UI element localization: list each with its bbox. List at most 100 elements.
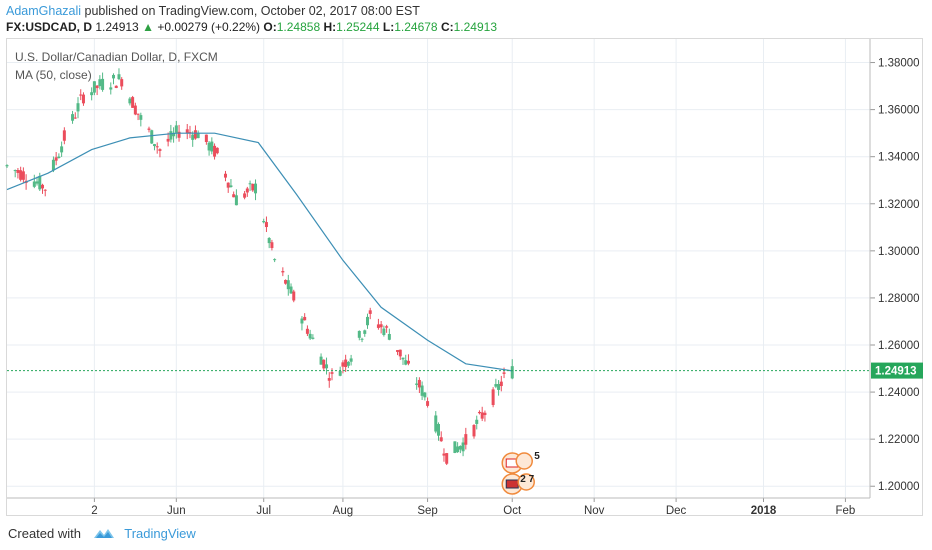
chart-frame bbox=[6, 38, 923, 516]
candle-body bbox=[51, 159, 55, 171]
candle-body bbox=[229, 185, 233, 188]
event-count-label: 2 7 bbox=[520, 474, 534, 485]
candle-body bbox=[475, 419, 479, 424]
symbol-line: FX:USDCAD, D 1.24913 ▲ +0.00279 (+0.22%)… bbox=[6, 20, 497, 34]
candle-body bbox=[71, 114, 75, 121]
candle-body bbox=[499, 381, 503, 387]
candle-body bbox=[243, 193, 247, 198]
candle-body bbox=[325, 364, 329, 369]
candle-body bbox=[158, 149, 162, 151]
candle-body bbox=[177, 131, 181, 138]
candle-body bbox=[38, 175, 42, 190]
author-link[interactable]: AdamGhazali bbox=[6, 4, 82, 18]
x-tick-label: Oct bbox=[503, 505, 522, 517]
candle-body bbox=[445, 453, 449, 464]
tradingview-logo-icon[interactable] bbox=[93, 526, 115, 543]
ma-line bbox=[6, 132, 513, 372]
candle-body bbox=[308, 333, 312, 339]
publish-line: AdamGhazali published on TradingView.com… bbox=[6, 4, 420, 18]
candle-body bbox=[155, 146, 159, 148]
y-tick-label: 1.30000 bbox=[878, 246, 920, 258]
candle-body bbox=[79, 94, 83, 96]
candle-body bbox=[90, 92, 94, 96]
candle-body bbox=[147, 128, 151, 130]
canada-event-badge[interactable]: 5 bbox=[501, 451, 540, 474]
y-tick-label: 1.26000 bbox=[878, 340, 920, 352]
candle-body bbox=[401, 357, 405, 360]
candle-body bbox=[112, 74, 116, 79]
candle-body bbox=[344, 359, 348, 368]
candle-body bbox=[349, 358, 353, 362]
candle-body bbox=[284, 279, 288, 284]
x-tick-label: Dec bbox=[666, 505, 687, 517]
candle-body bbox=[114, 85, 118, 88]
candle-body bbox=[365, 316, 369, 326]
candle-body bbox=[510, 366, 514, 379]
candle-body bbox=[133, 105, 137, 115]
candle-body bbox=[248, 183, 252, 185]
candle-body bbox=[341, 362, 345, 367]
candle-body bbox=[453, 441, 457, 453]
candle-body bbox=[368, 310, 372, 314]
candle-body bbox=[174, 125, 178, 133]
last-price-label: 1.24913 bbox=[875, 366, 917, 378]
candle-body bbox=[472, 425, 476, 437]
y-tick-label: 1.32000 bbox=[878, 199, 920, 211]
candle-body bbox=[81, 94, 85, 104]
candles-group bbox=[5, 68, 514, 466]
x-tick-label: Sep bbox=[417, 505, 437, 517]
x-tick-label: Feb bbox=[836, 505, 856, 517]
candle-body bbox=[292, 291, 296, 301]
candle-body bbox=[494, 384, 498, 387]
x-tick-label: Jun bbox=[167, 505, 186, 517]
candle-body bbox=[322, 359, 326, 369]
close-value: 1.24913 bbox=[453, 20, 498, 34]
candle-body bbox=[128, 98, 132, 104]
y-tick-label: 1.28000 bbox=[878, 293, 920, 305]
candle-body bbox=[57, 156, 61, 158]
x-tick-label: 2018 bbox=[751, 505, 777, 517]
candle-body bbox=[207, 142, 211, 151]
candle-body bbox=[196, 132, 200, 139]
up-triangle-icon: ▲ bbox=[142, 20, 154, 34]
candle-body bbox=[456, 446, 460, 453]
candle-body bbox=[35, 181, 39, 184]
y-tick-label: 1.36000 bbox=[878, 105, 920, 117]
us-event-badge[interactable]: 2 7 bbox=[501, 473, 535, 495]
candle-body bbox=[338, 370, 342, 376]
tradingview-brand[interactable]: TradingView bbox=[124, 526, 196, 541]
event-count-circle bbox=[517, 473, 535, 491]
candle-body bbox=[215, 147, 219, 154]
candle-body bbox=[398, 349, 402, 357]
candle-body bbox=[319, 356, 323, 365]
y-tick-label: 1.24000 bbox=[878, 387, 920, 399]
candle-body bbox=[346, 361, 350, 366]
x-tick-label: Nov bbox=[584, 505, 605, 517]
candle-body bbox=[136, 113, 140, 115]
candle-body bbox=[60, 146, 64, 153]
candle-body bbox=[327, 378, 331, 381]
candle-body bbox=[303, 316, 307, 321]
candle-body bbox=[76, 103, 80, 112]
candle-body bbox=[109, 87, 113, 90]
candle-body bbox=[185, 129, 189, 134]
candle-body bbox=[267, 238, 271, 244]
candle-body bbox=[300, 318, 304, 324]
candle-body bbox=[379, 324, 383, 328]
candle-body bbox=[245, 188, 249, 193]
candle-body bbox=[396, 350, 400, 352]
candle-body bbox=[437, 424, 440, 436]
candle-body bbox=[169, 131, 173, 140]
candle-body bbox=[434, 415, 438, 432]
candle-body bbox=[382, 328, 386, 335]
candle-body bbox=[273, 259, 277, 261]
candle-body bbox=[213, 145, 217, 157]
candle-body bbox=[502, 372, 506, 374]
candle-body bbox=[204, 134, 208, 142]
candle-body bbox=[464, 434, 468, 445]
candle-body bbox=[491, 389, 495, 405]
symbol-label: FX:USDCAD, D bbox=[6, 20, 92, 34]
legend-indicator: MA (50, close) bbox=[15, 68, 92, 82]
candle-body bbox=[442, 453, 446, 456]
